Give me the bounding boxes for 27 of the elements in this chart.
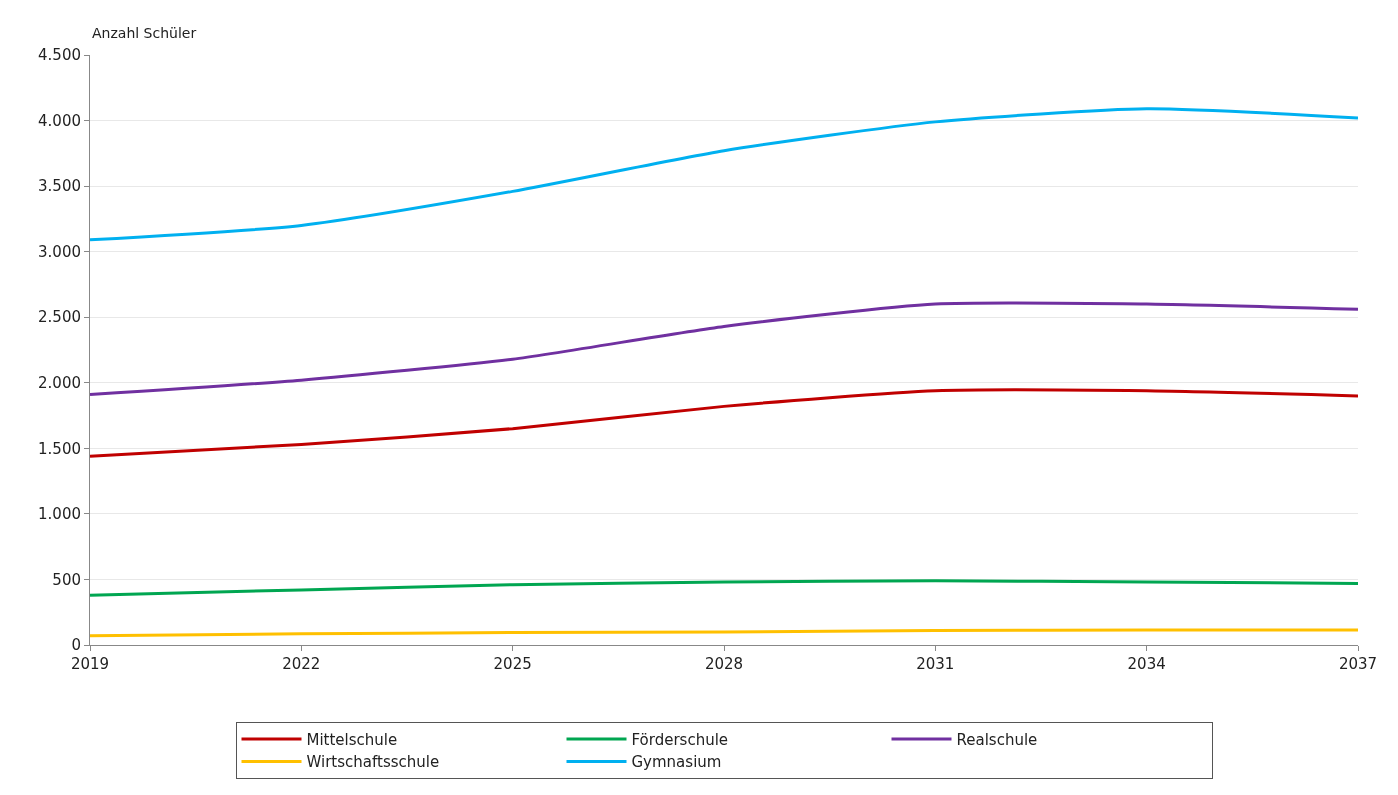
y-tick-label: 2.000 [38,374,81,393]
x-tick-label: 2034 [1127,655,1166,673]
y-tick-label: 0 [71,636,81,655]
y-tick-label: 1.500 [38,439,81,458]
y-tick-label: 500 [52,570,81,589]
y-tick-label: 3.000 [38,242,81,261]
y-tick-label: 3.500 [38,177,81,196]
x-tick-label: 2028 [704,655,744,673]
y-tick-label: 4.500 [38,46,81,65]
legend-label: Gymnasium [631,753,722,772]
x-tick-label: 2025 [493,655,532,673]
line-series [90,107,1358,242]
legend-label: Realschule [956,730,1038,749]
x-tick-label: 2037 [1338,655,1378,673]
x-tick-label: 2019 [70,655,110,673]
x-tick-label: 2022 [282,655,321,673]
y-tick-label: 2.500 [38,308,81,327]
y-tick-label: 1.000 [38,505,81,524]
legend-label: Wirtschaftsschule [306,753,440,772]
line-series [90,388,1358,458]
legend-label: Förderschule [631,730,729,749]
line-series [90,579,1358,597]
x-tick-label: 2031 [916,655,955,673]
legend-label: Mittelschule [306,730,398,749]
line-series [90,301,1358,397]
y-tick-label: 4.000 [38,111,81,130]
y-axis-title: Anzahl Schüler [92,25,197,41]
